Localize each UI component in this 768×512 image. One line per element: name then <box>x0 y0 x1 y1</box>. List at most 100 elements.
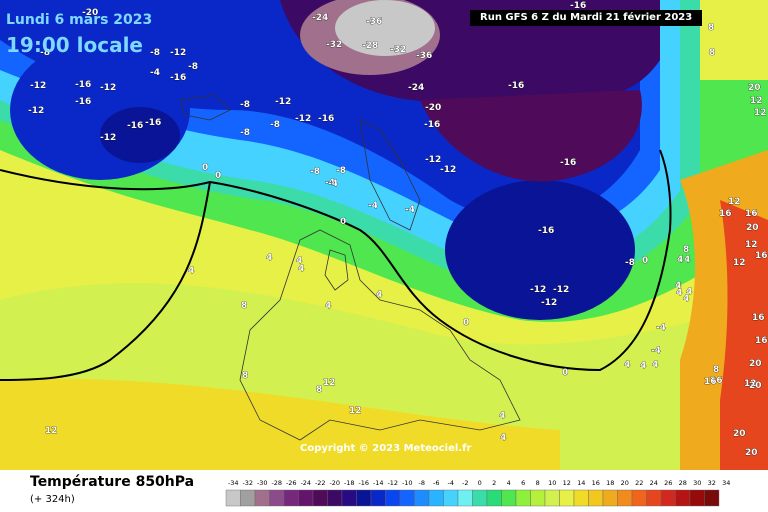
isotherm-label: 0 <box>642 256 648 266</box>
isotherm-label: 4 <box>684 255 690 265</box>
legend-label: -20 <box>329 479 340 487</box>
isotherm-label: -12 <box>440 165 456 175</box>
forecast-date: Lundi 6 mars 2023 <box>6 12 153 28</box>
legend-swatch <box>515 489 531 507</box>
legend-label: 8 <box>536 479 540 487</box>
extreme-zone-inner <box>335 0 435 56</box>
legend-label: 4 <box>507 479 511 487</box>
legend-swatch <box>254 489 270 507</box>
eastern-cold-pool <box>445 180 635 320</box>
isotherm-label: -12 <box>425 155 441 165</box>
isotherm-label: -36 <box>366 17 382 27</box>
isotherm-label: -16 <box>560 158 576 168</box>
legend-swatch <box>240 489 256 507</box>
legend-swatch <box>298 489 314 507</box>
isotherm-west <box>0 181 211 381</box>
legend-label: 10 <box>548 479 556 487</box>
legend-swatch <box>283 489 299 507</box>
isotherm-label: 4 <box>652 360 658 370</box>
isotherm-label: -32 <box>326 40 342 50</box>
copyright: Copyright © 2023 Meteociel.fr <box>300 443 472 454</box>
legend-swatch <box>704 489 720 507</box>
isotherm-label: -24 <box>408 83 424 93</box>
isotherm-label: -32 <box>390 45 406 55</box>
atlantic-cold-core <box>100 107 180 163</box>
temperature-map: -20 -16 -8 -12 -16 -12 -16 -16 -12 -8 -4 -8 -12 -16 -1… <box>0 0 768 470</box>
map-title: Température 850hPa <box>30 474 195 490</box>
isotherm-label: 4 <box>675 281 681 291</box>
legend-label: -32 <box>242 479 253 487</box>
isotherm-label: 0 <box>215 171 221 181</box>
legend-label: 12 <box>563 479 571 487</box>
legend-label: 26 <box>664 479 672 487</box>
isotherm-label: 8 <box>713 365 719 375</box>
isotherm-label: -16 <box>127 121 143 131</box>
isotherm-label: 12 <box>728 197 741 207</box>
isotherm-label: 12 <box>349 406 362 416</box>
legend-swatch <box>312 489 328 507</box>
isotherm-label: 0 <box>340 217 346 227</box>
isotherm-label: -36 <box>416 51 432 61</box>
run-info: Run GFS 6 Z du Mardi 21 février 2023 <box>470 10 703 26</box>
isotherm-label: 16 <box>755 251 768 261</box>
isotherm-label: 8 <box>316 385 322 395</box>
isotherm-label: 12 <box>754 108 767 118</box>
isotherm-label: 0 <box>463 318 469 328</box>
legend-label: -34 <box>228 479 239 487</box>
isotherm-label: -4 <box>328 179 338 189</box>
isotherm-label: -8 <box>40 48 50 58</box>
legend-swatch <box>443 489 459 507</box>
isotherm-label: -8 <box>625 258 635 268</box>
isotherm-label: 0 <box>202 163 208 173</box>
isotherm-label: 16 <box>745 209 758 219</box>
isotherm-label: -4 <box>325 178 335 188</box>
legend-label: 20 <box>621 479 629 487</box>
russia-cold-zone <box>420 90 642 182</box>
legend-swatch <box>544 489 560 507</box>
isotherm-label: -12 <box>170 48 186 58</box>
isotherm-label: -12 <box>295 114 311 124</box>
legend-label: -4 <box>448 479 454 487</box>
legend-swatch <box>631 489 647 507</box>
isotherm-label: -4 <box>405 205 415 215</box>
isotherm-label: 16 <box>752 313 765 323</box>
isotherm-label: 20 <box>733 429 746 439</box>
south-warm-zone <box>0 378 560 470</box>
isotherm-label: -12 <box>100 133 116 143</box>
isotherm-label: 20 <box>746 223 759 233</box>
isotherm-label: -16 <box>75 80 91 90</box>
legend-label: -18 <box>344 479 355 487</box>
isotherm-label: 12 <box>750 96 763 106</box>
legend-swatch <box>602 489 618 507</box>
isotherm-label: 4 <box>640 361 646 371</box>
legend-swatch <box>472 489 488 507</box>
legend-label: -28 <box>271 479 282 487</box>
isotherm-label: 12 <box>745 240 758 250</box>
legend-label: 28 <box>679 479 687 487</box>
legend-swatch <box>501 489 517 507</box>
isotherm-label: -16 <box>75 97 91 107</box>
legend-swatch <box>660 489 676 507</box>
forecast-time: 19:00 locale <box>6 33 143 57</box>
legend-label: 32 <box>708 479 716 487</box>
legend-swatch <box>356 489 372 507</box>
legend-swatch <box>675 489 691 507</box>
isotherm-label: 20 <box>749 359 762 369</box>
isotherm-label: -16 <box>570 1 586 11</box>
isotherm-label: 20 <box>748 83 761 93</box>
isotherm-label: -16 <box>318 114 334 124</box>
isotherm-label: -8 <box>240 128 250 138</box>
legend-label: 14 <box>577 479 585 487</box>
legend-label: -14 <box>373 479 384 487</box>
isotherm-label: -12 <box>275 97 291 107</box>
legend-swatch <box>370 489 386 507</box>
legend-label: -2 <box>462 479 468 487</box>
isotherm-label: 4 <box>376 290 382 300</box>
legend-label: 24 <box>650 479 658 487</box>
isotherm-label: -12 <box>530 285 546 295</box>
isotherm-label: 4 <box>500 433 506 443</box>
scandinavia-coastline <box>359 119 421 231</box>
legend-swatch <box>457 489 473 507</box>
legend-label: -24 <box>300 479 311 487</box>
isotherm-label: 4 <box>499 411 505 421</box>
